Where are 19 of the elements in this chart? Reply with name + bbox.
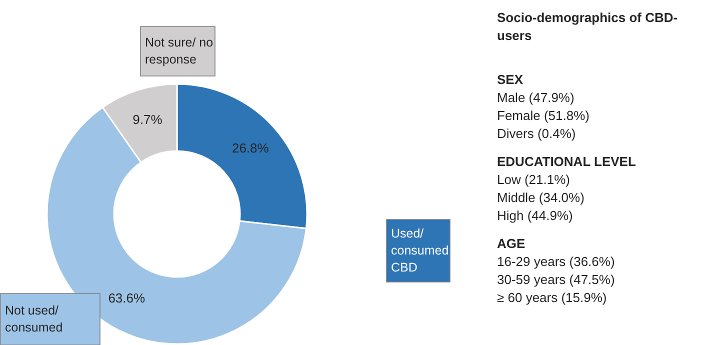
text: Male (47.9%) [497,90,574,105]
slice-label: Used/ consumed CBD [391,226,449,274]
slice-label: Not used/ consumed [5,304,63,334]
text: AGE [497,236,526,251]
data-label: 26.8% [232,140,270,156]
text: SEX [497,72,524,87]
data-label: 63.6% [108,290,146,306]
text: Middle (34.0%) [497,190,584,205]
text: ≥ 60 years (15.9%) [497,290,607,305]
text: 16-29 years (36.6%) [497,254,615,269]
text: 30-59 years (47.5%) [497,272,615,287]
text: Socio-demographics of CBD-users [497,10,678,43]
text: Divers (0.4%) [497,126,576,141]
slice-label: Not sure/ no response [145,36,214,66]
text: EDUCATIONAL LEVEL [497,154,636,169]
data-label: 9.7% [132,112,163,128]
text: Female (51.8%) [497,108,590,123]
text: Low (21.1%) [497,172,570,187]
text: High (44.9%) [497,208,573,223]
